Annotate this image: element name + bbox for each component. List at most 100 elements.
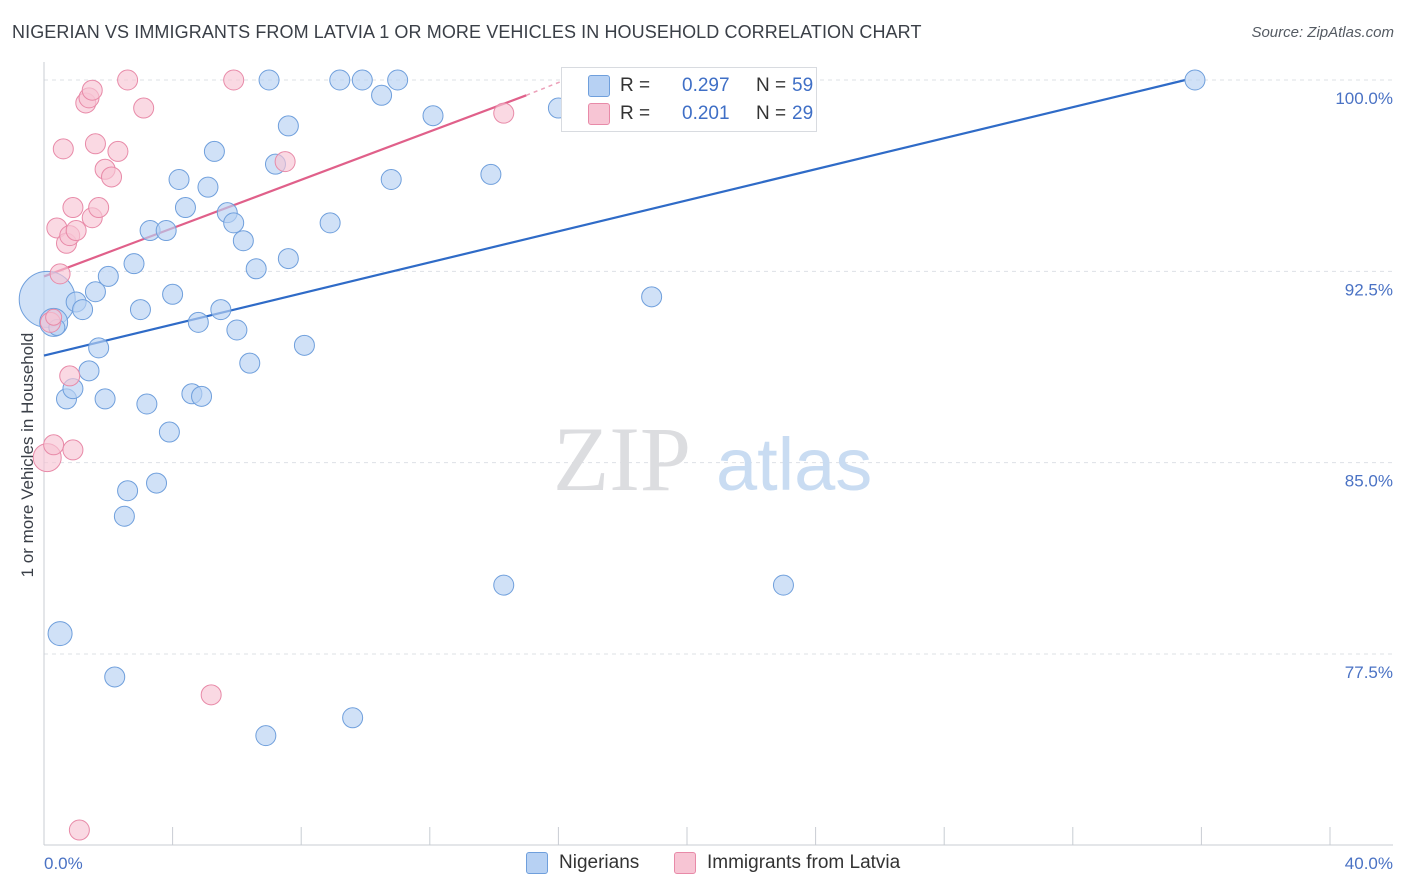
nigerian-point	[226, 319, 248, 341]
trend-line-nigerians	[43, 78, 1186, 357]
nigerian-point	[387, 69, 409, 91]
latvia-point	[493, 102, 515, 124]
legend-label-latvia: Immigrants from Latvia	[707, 852, 901, 873]
legend-r-label: R =	[620, 75, 651, 96]
trend-line-latvia	[43, 94, 527, 278]
source-label: Source: ZipAtlas.com	[1251, 24, 1394, 41]
latvia-point	[62, 439, 84, 461]
nigerian-point	[277, 115, 299, 137]
nigerian-point	[88, 337, 110, 359]
watermark-zip: ZIP	[553, 408, 691, 510]
nigerian-point	[162, 283, 184, 305]
nigerian-point	[84, 281, 106, 303]
nigerian-point	[223, 212, 245, 234]
nigerian-point	[342, 707, 364, 729]
nigerian-point	[422, 105, 444, 127]
correlation-legend: R = 0.297 N = 59 R = 0.201 N = 29	[561, 67, 817, 132]
nigerian-point	[1184, 69, 1206, 91]
latvia-point	[45, 308, 63, 326]
x-tick-label-max: 40.0%	[1345, 854, 1393, 873]
nigerian-point	[319, 212, 341, 234]
nigerian-point	[772, 574, 794, 596]
legend-n-value-latvia: 29	[792, 103, 814, 124]
nigerian-point	[203, 140, 225, 162]
y-axis-title: 1 or more Vehicles in Household	[18, 333, 37, 578]
nigerian-point	[104, 666, 126, 688]
nigerian-point	[245, 258, 267, 280]
nigerian-point	[94, 388, 116, 410]
legend-r-value-latvia: 0.201	[682, 103, 730, 124]
latvia-point	[81, 79, 103, 101]
nigerian-point	[174, 197, 196, 219]
nigerian-point	[480, 163, 502, 185]
nigerian-point	[493, 574, 515, 596]
x-tick-label-min: 0.0%	[44, 854, 83, 873]
nigerian-point	[351, 69, 373, 91]
legend-n-label: N =	[756, 103, 787, 124]
y-tick-label: 100.0%	[1335, 89, 1393, 108]
nigerian-point	[113, 505, 135, 527]
watermark-atlas: atlas	[716, 423, 872, 506]
nigerian-point	[123, 253, 145, 275]
nigerian-point	[371, 84, 393, 106]
nigerian-point	[78, 360, 100, 382]
nigerian-point	[72, 299, 94, 321]
latvia-point	[68, 819, 90, 841]
nigerian-point	[641, 286, 663, 308]
latvia-point	[65, 220, 87, 242]
latvia-point	[107, 140, 129, 162]
nigerian-point	[146, 472, 168, 494]
latvia-point	[200, 684, 222, 706]
latvia-point	[88, 197, 110, 219]
nigerian-point	[258, 69, 280, 91]
nigerian-point	[380, 168, 402, 190]
legend-r-label: R =	[620, 103, 651, 124]
latvia-point	[62, 197, 84, 219]
legend-swatch-latvia	[588, 103, 610, 125]
data-points	[18, 69, 1206, 841]
y-tick-label: 85.0%	[1345, 472, 1393, 491]
nigerian-point	[293, 334, 315, 356]
nigerian-point	[232, 230, 254, 252]
y-tick-label: 92.5%	[1345, 280, 1393, 299]
latvia-point	[223, 69, 245, 91]
nigerian-point	[117, 480, 139, 502]
legend-r-value-nigerians: 0.297	[682, 75, 730, 96]
legend-n-value-nigerians: 59	[792, 75, 814, 96]
nigerian-point	[158, 421, 180, 443]
nigerian-point	[239, 352, 261, 374]
nigerian-point	[329, 69, 351, 91]
y-tick-label: 77.5%	[1345, 663, 1393, 682]
chart-title: NIGERIAN VS IMMIGRANTS FROM LATVIA 1 OR …	[12, 22, 922, 42]
latvia-point	[133, 97, 155, 119]
nigerian-point	[187, 311, 209, 333]
legend-item-latvia[interactable]: Immigrants from Latvia	[674, 852, 900, 874]
nigerian-point	[168, 168, 190, 190]
latvia-point	[117, 69, 139, 91]
legend-swatch-nigerians	[588, 75, 610, 97]
latvia-point	[49, 263, 71, 285]
latvia-point	[43, 434, 65, 456]
latvia-point	[101, 166, 123, 188]
nigerian-point	[191, 385, 213, 407]
latvia-point	[84, 133, 106, 155]
nigerian-point	[155, 220, 177, 242]
legend-item-nigerians[interactable]: Nigerians	[526, 852, 639, 874]
nigerian-point	[129, 299, 151, 321]
legend-swatch-nigerians	[526, 852, 548, 874]
latvia-point	[274, 151, 296, 173]
legend-n-label: N =	[756, 75, 787, 96]
nigerian-point	[136, 393, 158, 415]
nigerian-point	[97, 265, 119, 287]
watermark: ZIP atlas	[553, 408, 872, 510]
legend-label-nigerians: Nigerians	[559, 852, 640, 873]
latvia-point	[59, 365, 81, 387]
nigerian-point	[197, 176, 219, 198]
nigerian-point	[47, 621, 73, 647]
nigerian-point	[255, 725, 277, 747]
y-tick-labels: 100.0% 92.5% 85.0% 77.5%	[1335, 89, 1393, 682]
nigerian-point	[210, 299, 232, 321]
legend-swatch-latvia	[674, 852, 696, 874]
nigerian-point	[277, 248, 299, 270]
